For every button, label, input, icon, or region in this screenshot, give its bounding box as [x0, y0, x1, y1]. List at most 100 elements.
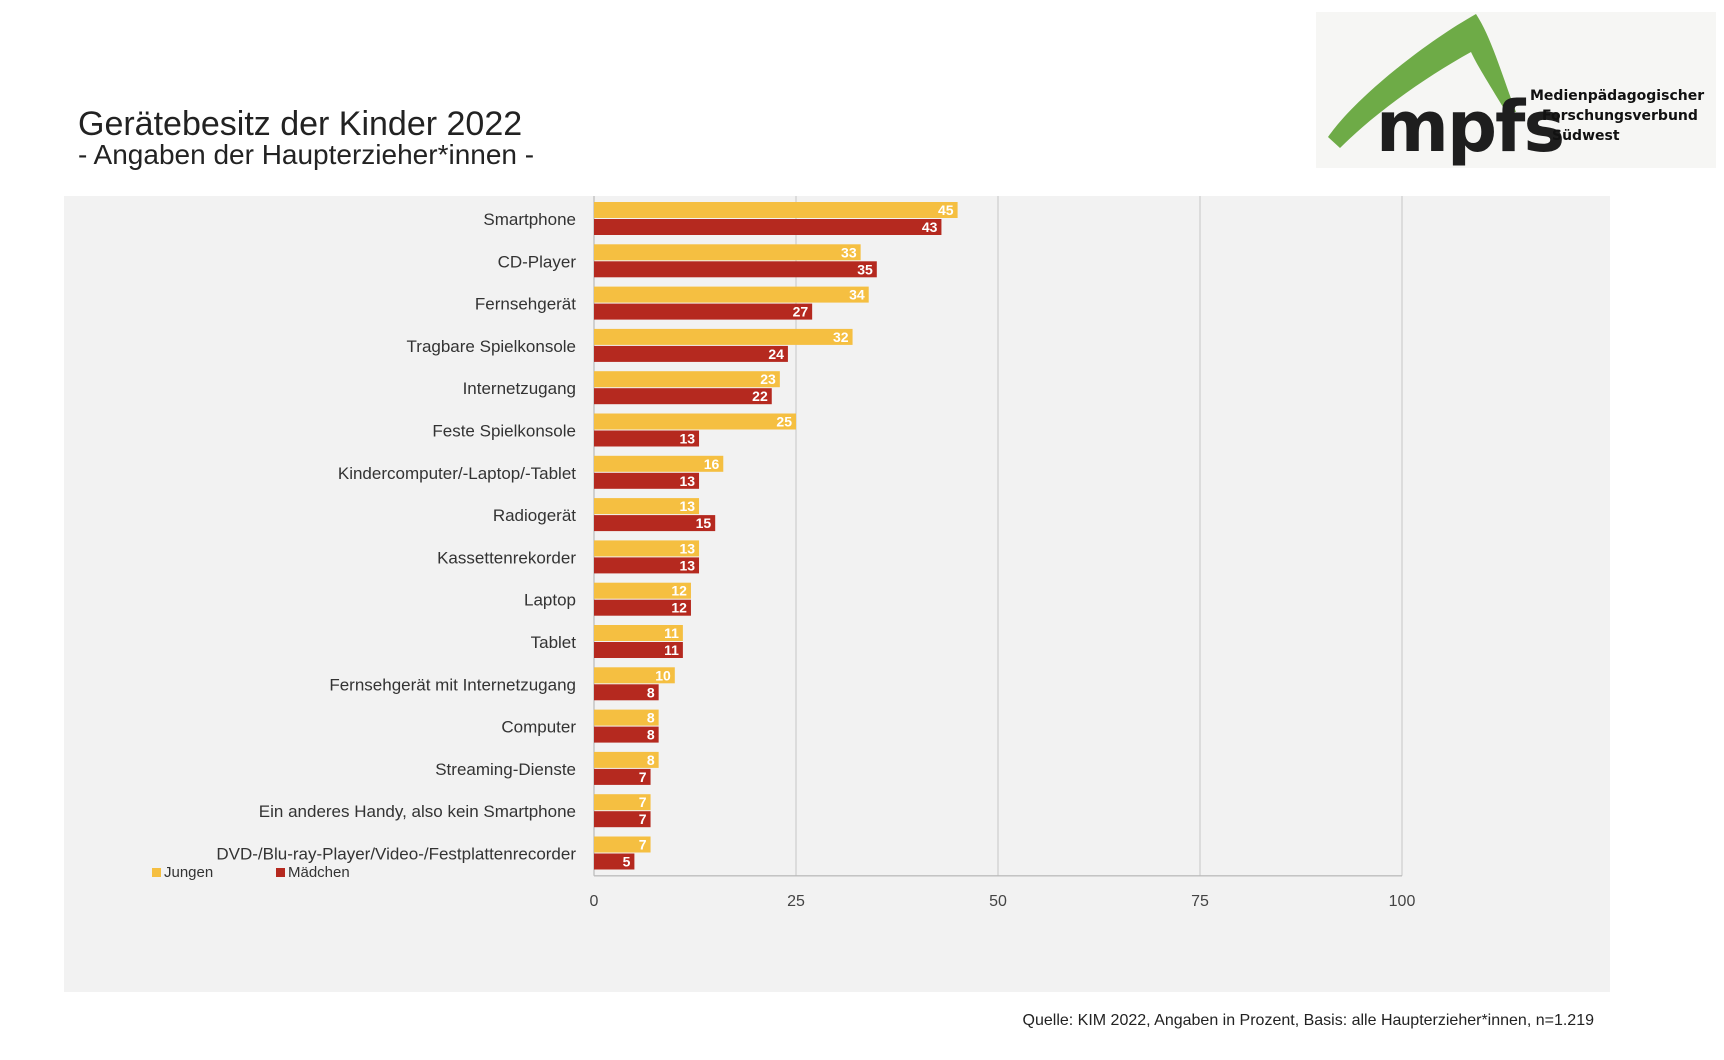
x-tick-label: 75 — [1191, 893, 1209, 910]
data-label: 34 — [849, 287, 865, 303]
category-label: Radiogerät — [493, 506, 576, 525]
chart-panel: 0 25 50 75 100 Smartphone 45 43 CD-Player 33 35 Fer… — [64, 196, 1610, 992]
logo-wordmark: mpfs — [1376, 86, 1565, 168]
category-label: Fernsehgerät mit Internetzugang — [329, 675, 576, 694]
bar — [594, 430, 700, 447]
page-title: Gerätebesitz der Kinder 2022 — [78, 105, 523, 143]
data-label: 7 — [639, 837, 647, 853]
x-tick-label: 0 — [590, 893, 599, 910]
bar — [594, 498, 700, 515]
category-label: Tablet — [531, 633, 577, 652]
data-label: 32 — [833, 329, 849, 345]
data-label: 8 — [647, 684, 655, 700]
bar — [594, 515, 716, 532]
data-label: 8 — [647, 752, 655, 768]
category-label: Internetzugang — [463, 379, 576, 398]
data-label: 8 — [647, 710, 655, 726]
data-label: 43 — [922, 219, 938, 235]
bar — [594, 794, 651, 811]
data-label: 35 — [857, 261, 873, 277]
data-label: 13 — [679, 557, 695, 573]
category-label: CD-Player — [498, 252, 577, 271]
bar — [594, 219, 942, 235]
bar — [594, 455, 724, 472]
bar — [594, 642, 683, 658]
data-label: 7 — [639, 794, 647, 810]
x-tick-label: 50 — [989, 893, 1007, 910]
bar — [594, 582, 691, 599]
page-subtitle: - Angaben der Haupterzieher*innen - — [78, 139, 535, 170]
data-label: 10 — [655, 667, 671, 683]
data-label: 8 — [647, 727, 655, 743]
bar — [594, 371, 780, 388]
data-label: 13 — [679, 431, 695, 447]
logo-org-line3: Südwest — [1552, 128, 1620, 144]
data-label: 15 — [696, 515, 712, 531]
data-label: 12 — [671, 600, 687, 616]
legend-label: Mädchen — [288, 864, 350, 881]
data-label: 13 — [679, 473, 695, 489]
category-label: Kassettenrekorder — [437, 548, 576, 567]
legend-label: Jungen — [164, 864, 213, 881]
data-label: 7 — [639, 769, 647, 785]
bar — [594, 811, 651, 828]
data-label: 23 — [760, 371, 776, 387]
category-label: Fernsehgerät — [475, 295, 576, 314]
bar — [594, 684, 659, 701]
data-label: 27 — [793, 304, 809, 320]
data-label: 16 — [704, 456, 720, 472]
bar — [594, 768, 651, 785]
logo-org-line2: Forschungsverbund — [1542, 108, 1698, 124]
category-label: Ein anderes Handy, also kein Smartphone — [259, 802, 576, 821]
bar — [594, 667, 675, 684]
bar — [594, 709, 659, 726]
bar — [594, 388, 772, 405]
category-label: Tragbare Spielkonsole — [407, 337, 576, 356]
category-label: Laptop — [524, 591, 576, 610]
data-label: 13 — [679, 498, 695, 514]
bar — [594, 413, 796, 430]
data-label: 5 — [623, 854, 631, 870]
bar — [594, 557, 700, 574]
data-label: 12 — [671, 583, 687, 599]
mpfs-logo: mpfs Medienpädagogischer Forschungsverbu… — [1316, 12, 1716, 168]
bar — [594, 202, 958, 218]
logo-org-line1: Medienpädagogischer — [1530, 88, 1705, 104]
x-tick-label: 100 — [1389, 893, 1416, 910]
bar — [594, 303, 813, 320]
data-label: 24 — [768, 346, 784, 362]
data-label: 13 — [679, 540, 695, 556]
legend-swatch — [152, 868, 161, 877]
bar — [594, 853, 635, 870]
bar — [594, 599, 691, 616]
bar — [594, 751, 659, 768]
source-note: Quelle: KIM 2022, Angaben in Prozent, Ba… — [1022, 1012, 1594, 1029]
bar — [594, 726, 659, 743]
x-tick-label: 25 — [787, 893, 805, 910]
bar — [594, 540, 700, 557]
bar — [594, 286, 869, 303]
data-label: 7 — [639, 811, 647, 827]
bar — [594, 836, 651, 853]
data-label: 45 — [938, 202, 954, 218]
category-label: Feste Spielkonsole — [432, 422, 576, 441]
logo-arc-icon — [1328, 14, 1516, 148]
bar — [594, 345, 788, 362]
data-label: 11 — [664, 625, 679, 641]
data-label: 11 — [664, 642, 679, 658]
data-label: 33 — [841, 244, 857, 260]
bar — [594, 472, 700, 489]
bar — [594, 261, 877, 278]
bar — [594, 328, 853, 345]
category-label: Kindercomputer/-Laptop/-Tablet — [338, 464, 576, 483]
bar — [594, 625, 683, 641]
category-label: Streaming-Dienste — [435, 760, 576, 779]
data-label: 25 — [776, 414, 792, 430]
category-label: Computer — [501, 718, 576, 737]
legend-swatch — [276, 868, 285, 877]
bar — [594, 244, 861, 261]
category-label: DVD-/Blu-ray-Player/Video-/Festplattenre… — [216, 845, 576, 864]
data-label: 22 — [752, 388, 768, 404]
category-label: Smartphone — [483, 210, 576, 229]
